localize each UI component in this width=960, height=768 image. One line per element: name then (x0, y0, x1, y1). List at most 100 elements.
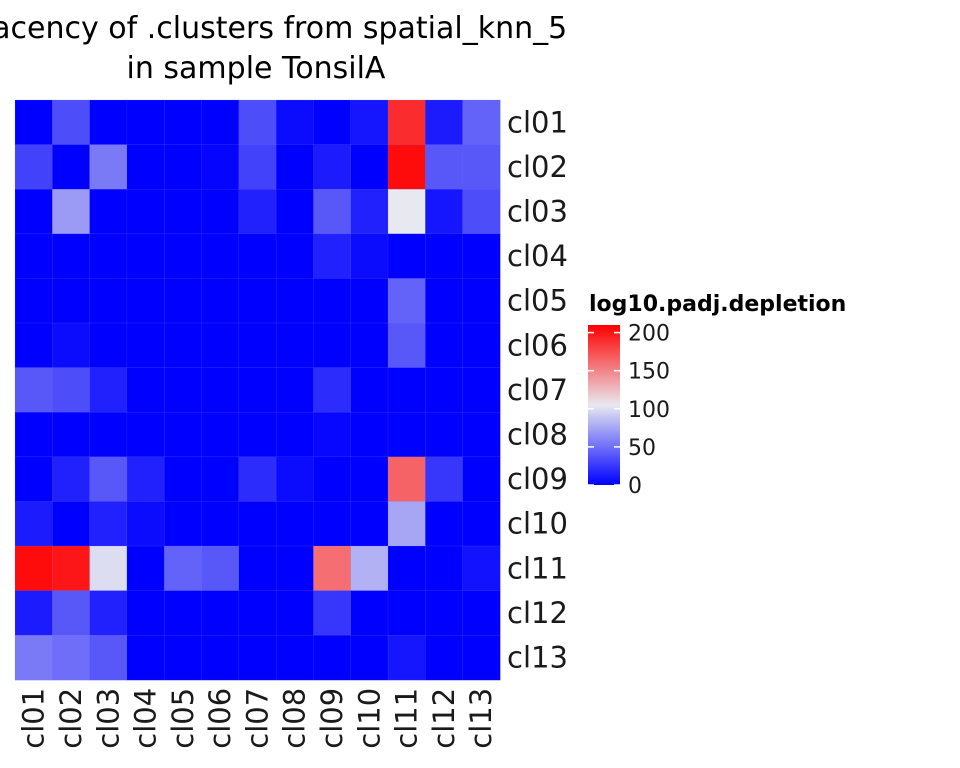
heatmap-cell-cl08-cl11 (387, 411, 426, 458)
heatmap-cell-cl08-cl07 (238, 411, 277, 458)
heatmap-cell-cl11-cl08 (275, 545, 315, 592)
column-label-cl12: cl12 (427, 688, 461, 749)
heatmap-cell-cl01-cl13 (462, 99, 501, 146)
heatmap-cell-cl08-cl09 (313, 411, 352, 458)
heatmap-cell-cl07-cl07 (238, 367, 277, 413)
row-label-cl03: cl03 (507, 195, 568, 229)
heatmap-cell-cl08-cl05 (163, 411, 203, 458)
column-label-cl08: cl08 (278, 688, 312, 749)
heatmap-cell-cl03-cl05 (163, 188, 203, 235)
heatmap-cell-cl04-cl05 (163, 233, 203, 280)
heatmap-cell-cl04-cl12 (425, 233, 464, 280)
heatmap-cell-cl11-cl09 (313, 545, 352, 592)
heatmap-cell-cl01-cl11 (387, 99, 426, 146)
heatmap-cell-cl01-cl02 (52, 99, 91, 146)
heatmap-cell-cl08-cl02 (52, 411, 91, 458)
heatmap-cell-cl05-cl04 (126, 278, 165, 324)
heatmap-cell-cl03-cl07 (238, 188, 277, 235)
heatmap-cell-cl04-cl10 (350, 233, 389, 280)
heatmap-cell-cl10-cl02 (52, 501, 91, 547)
heatmap-cell-cl10-cl04 (126, 501, 165, 547)
heatmap-cell-cl01-cl04 (126, 99, 165, 146)
heatmap-cell-cl08-cl01 (14, 411, 53, 458)
heatmap-cell-cl02-cl03 (89, 144, 128, 190)
heatmap-cell-cl12-cl12 (425, 590, 464, 636)
heatmap-cell-cl10-cl03 (89, 501, 128, 547)
heatmap-cell-cl02-cl10 (350, 144, 389, 190)
column-label-cl09: cl09 (315, 688, 349, 749)
row-label-cl10: cl10 (507, 507, 568, 541)
heatmap-cell-cl04-cl04 (126, 233, 165, 280)
heatmap-cell-cl04-cl02 (52, 233, 91, 280)
legend-tick-label-150: 150 (628, 360, 670, 385)
heatmap-cell-cl01-cl12 (425, 99, 464, 146)
heatmap-cell-cl03-cl06 (201, 188, 240, 235)
heatmap-cell-cl11-cl12 (425, 545, 464, 592)
heatmap-cell-cl06-cl07 (238, 322, 277, 369)
heatmap-cell-cl09-cl07 (238, 456, 277, 503)
heatmap-cell-cl06-cl06 (201, 322, 240, 369)
heatmap-cell-cl05-cl07 (238, 278, 277, 324)
heatmap-cell-cl10-cl07 (238, 501, 277, 547)
heatmap-cell-cl01-cl10 (350, 99, 389, 146)
row-label-cl05: cl05 (507, 284, 568, 318)
heatmap-cell-cl06-cl01 (14, 322, 53, 369)
heatmap-cell-cl03-cl11 (387, 188, 426, 235)
heatmap-cell-cl13-cl13 (462, 634, 501, 681)
row-label-cl06: cl06 (507, 328, 568, 362)
heatmap-cell-cl02-cl01 (14, 144, 53, 190)
heatmap-cell-cl08-cl06 (201, 411, 240, 458)
heatmap-cell-cl04-cl06 (201, 233, 240, 280)
heatmap-cell-cl12-cl04 (126, 590, 165, 636)
heatmap-cell-cl04-cl01 (14, 233, 53, 280)
heatmap-cell-cl02-cl13 (462, 144, 501, 190)
heatmap-cell-cl11-cl01 (14, 545, 53, 592)
heatmap-cell-cl03-cl01 (14, 188, 53, 235)
heatmap-cell-cl09-cl06 (201, 456, 240, 503)
heatmap-cell-cl07-cl05 (163, 367, 203, 413)
heatmap-cell-cl06-cl08 (275, 322, 315, 369)
heatmap-cell-cl02-cl07 (238, 144, 277, 190)
heatmap-cell-cl05-cl10 (350, 278, 389, 324)
heatmap-cell-cl13-cl12 (425, 634, 464, 681)
legend-tick-label-100: 100 (628, 398, 670, 423)
heatmap-cell-cl04-cl07 (238, 233, 277, 280)
heatmap-cell-cl11-cl10 (350, 545, 389, 592)
heatmap-cell-cl03-cl03 (89, 188, 128, 235)
heatmap-cell-cl12-cl11 (387, 590, 426, 636)
heatmap-cell-cl09-cl04 (126, 456, 165, 503)
column-label-cl05: cl05 (166, 688, 200, 749)
row-label-cl04: cl04 (507, 239, 568, 273)
heatmap-cell-cl01-cl05 (163, 99, 203, 146)
heatmap-cell-cl09-cl02 (52, 456, 91, 503)
heatmap-cell-cl04-cl03 (89, 233, 128, 280)
heatmap-cell-cl09-cl08 (275, 456, 315, 503)
row-label-cl12: cl12 (507, 596, 568, 630)
heatmap-cell-cl12-cl05 (163, 590, 203, 636)
heatmap-cell-cl06-cl09 (313, 322, 352, 369)
chart-title-line-1: Adjacency of .clusters from spatial_knn_… (0, 11, 567, 46)
heatmap-cell-cl03-cl13 (462, 188, 501, 235)
heatmap-cell-cl10-cl11 (387, 501, 426, 547)
heatmap-cell-cl02-cl11 (387, 144, 426, 190)
heatmap-cell-cl03-cl02 (52, 188, 91, 235)
heatmap-cell-cl02-cl08 (275, 144, 315, 190)
heatmap-cell-cl03-cl12 (425, 188, 464, 235)
row-label-cl11: cl11 (507, 551, 568, 585)
heatmap-cell-cl06-cl05 (163, 322, 203, 369)
heatmap-cell-cl07-cl08 (275, 367, 315, 413)
heatmap-cell-cl09-cl12 (425, 456, 464, 503)
legend-ticks: 0 50 100 150 200 (588, 322, 670, 499)
heatmap-cell-cl09-cl01 (14, 456, 53, 503)
heatmap-cell-cl12-cl08 (275, 590, 315, 636)
heatmap-cell-cl09-cl13 (462, 456, 501, 503)
column-label-cl07: cl07 (240, 688, 274, 749)
heatmap-cell-cl02-cl09 (313, 144, 352, 190)
heatmap-cell-cl10-cl06 (201, 501, 240, 547)
heatmap-cell-cl07-cl09 (313, 367, 352, 413)
heatmap-cell-cl06-cl03 (89, 322, 128, 369)
chart-title-line-2: in sample TonsilA (127, 51, 386, 86)
heatmap-cell-cl05-cl03 (89, 278, 128, 324)
heatmap-cell-cl13-cl02 (52, 634, 91, 681)
heatmap-cell-cl13-cl10 (350, 634, 389, 681)
